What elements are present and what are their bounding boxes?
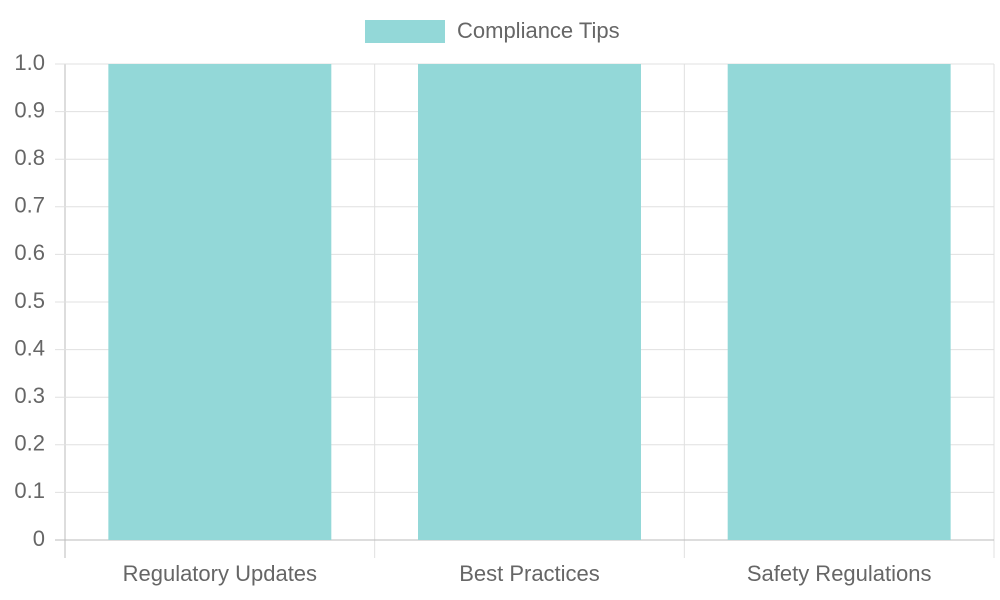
x-tick-label: Best Practices (459, 561, 600, 586)
y-tick-label: 0.9 (14, 97, 45, 122)
bar (727, 64, 951, 540)
y-tick-label: 0.6 (14, 240, 45, 265)
y-tick-label: 0.2 (14, 431, 45, 456)
y-tick-label: 0.1 (14, 478, 45, 503)
bar (108, 64, 332, 540)
y-tick-label: 0.3 (14, 383, 45, 408)
x-tick-label: Regulatory Updates (123, 561, 317, 586)
y-tick-label: 0.7 (14, 193, 45, 218)
y-tick-label: 0 (33, 526, 45, 551)
legend-swatch (365, 20, 445, 43)
bar (418, 64, 641, 540)
y-tick-label: 0.8 (14, 145, 45, 170)
x-tick-label: Safety Regulations (747, 561, 932, 586)
y-tick-label: 1.0 (14, 50, 45, 75)
y-tick-label: 0.5 (14, 288, 45, 313)
legend-label: Compliance Tips (457, 18, 620, 43)
y-tick-label: 0.4 (14, 335, 45, 360)
